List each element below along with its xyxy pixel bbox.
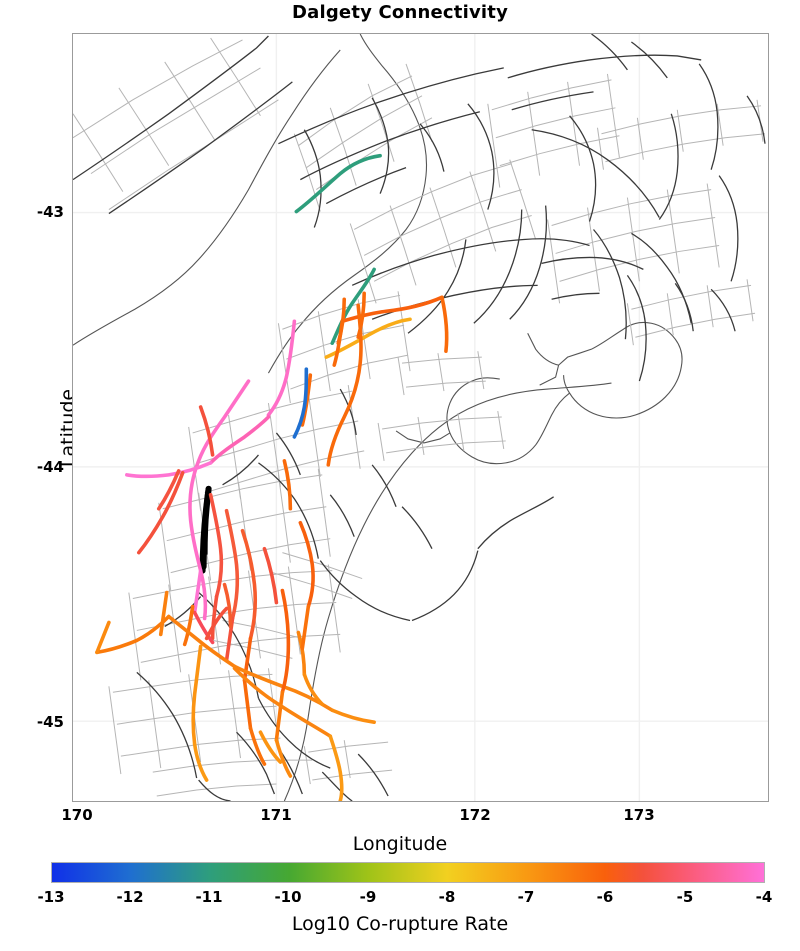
y-tick-label: -43 [36, 203, 64, 221]
fault-f15[interactable] [440, 295, 449, 353]
fault-f02[interactable] [330, 267, 376, 345]
fault-f23c[interactable] [232, 666, 333, 738]
fault-f27b[interactable] [302, 672, 325, 707]
colorbar-tick-label: -8 [438, 888, 456, 906]
y-tick-label: -45 [36, 713, 64, 731]
fault-f19[interactable] [95, 614, 171, 655]
fault-f10b[interactable] [125, 461, 213, 479]
source-fault-dalgety[interactable] [199, 485, 212, 574]
fault-f13b[interactable] [198, 405, 215, 457]
fault-f14[interactable] [208, 493, 224, 599]
colorbar-axis-label: Log10 Co-rupture Rate [291, 913, 509, 935]
fault-f20[interactable] [95, 620, 111, 655]
connected-faults[interactable] [95, 153, 449, 801]
fault-f26c[interactable] [300, 604, 311, 651]
background-faults-dark [73, 34, 766, 801]
colorbar-tick-label: -12 [116, 888, 144, 906]
fault-f07[interactable] [326, 303, 363, 467]
fault-f15b[interactable] [282, 459, 293, 511]
fault-f29[interactable] [166, 614, 237, 669]
fault-f25b[interactable] [248, 726, 267, 766]
y-tick-label: -44 [36, 458, 64, 476]
fault-f05[interactable] [336, 297, 347, 345]
background-faults-light [73, 37, 766, 797]
fault-f22[interactable] [192, 610, 215, 645]
fault-f09[interactable] [292, 367, 309, 439]
colorbar-tick-label: -6 [596, 888, 614, 906]
fault-f24b[interactable] [258, 730, 283, 764]
colorbar-tick-label: -9 [359, 888, 377, 906]
colorbar-tick-label: -11 [195, 888, 223, 906]
fault-f28[interactable] [240, 528, 258, 641]
fault-f30[interactable] [192, 742, 209, 782]
fault-f16[interactable] [210, 594, 219, 641]
fault-f26[interactable] [300, 373, 313, 427]
colorbar-tick-label: -13 [37, 888, 65, 906]
gridlines [73, 34, 768, 801]
page-title: Dalgety Connectivity [291, 2, 509, 23]
coastline [73, 34, 683, 801]
fault-f08[interactable] [340, 295, 444, 324]
fault-f08b[interactable] [298, 520, 315, 609]
fault-f22b[interactable] [204, 606, 229, 641]
x-axis-label: Longitude [352, 833, 448, 855]
colorbar-tick-label: -7 [517, 888, 535, 906]
fault-f28b[interactable] [222, 582, 233, 629]
fault-f29b[interactable] [158, 590, 169, 637]
fault-f27[interactable] [330, 708, 376, 725]
fault-f11[interactable] [208, 415, 271, 465]
colorbar[interactable] [51, 862, 765, 883]
colorbar-gradient [51, 862, 765, 883]
fault-f17[interactable] [224, 508, 240, 621]
fault-f24[interactable] [191, 644, 203, 746]
fault-map-svg [73, 34, 768, 801]
fault-f30b[interactable] [328, 734, 344, 801]
fault-f16b[interactable] [262, 546, 279, 605]
x-tick-label: 172 [459, 806, 491, 824]
x-tick-label: 170 [61, 806, 93, 824]
fault-f18b[interactable] [280, 588, 291, 695]
x-tick-label: 173 [623, 806, 655, 824]
fault-f14b[interactable] [156, 469, 181, 511]
fault-f23b[interactable] [296, 630, 307, 677]
map-plot-area[interactable] [72, 33, 769, 802]
fault-f19b[interactable] [274, 690, 285, 742]
fault-f26b[interactable] [182, 604, 195, 647]
colorbar-tick-label: -10 [274, 888, 302, 906]
fault-f12b[interactable] [192, 568, 203, 615]
fault-f25[interactable] [242, 678, 253, 730]
fault-f01[interactable] [294, 153, 382, 214]
fault-f10[interactable] [266, 319, 297, 417]
fault-f13[interactable] [137, 471, 185, 555]
colorbar-tick-label: -4 [755, 888, 773, 906]
x-tick-label: 171 [260, 806, 292, 824]
colorbar-tick-label: -5 [676, 888, 694, 906]
fault-f20b[interactable] [274, 738, 293, 778]
